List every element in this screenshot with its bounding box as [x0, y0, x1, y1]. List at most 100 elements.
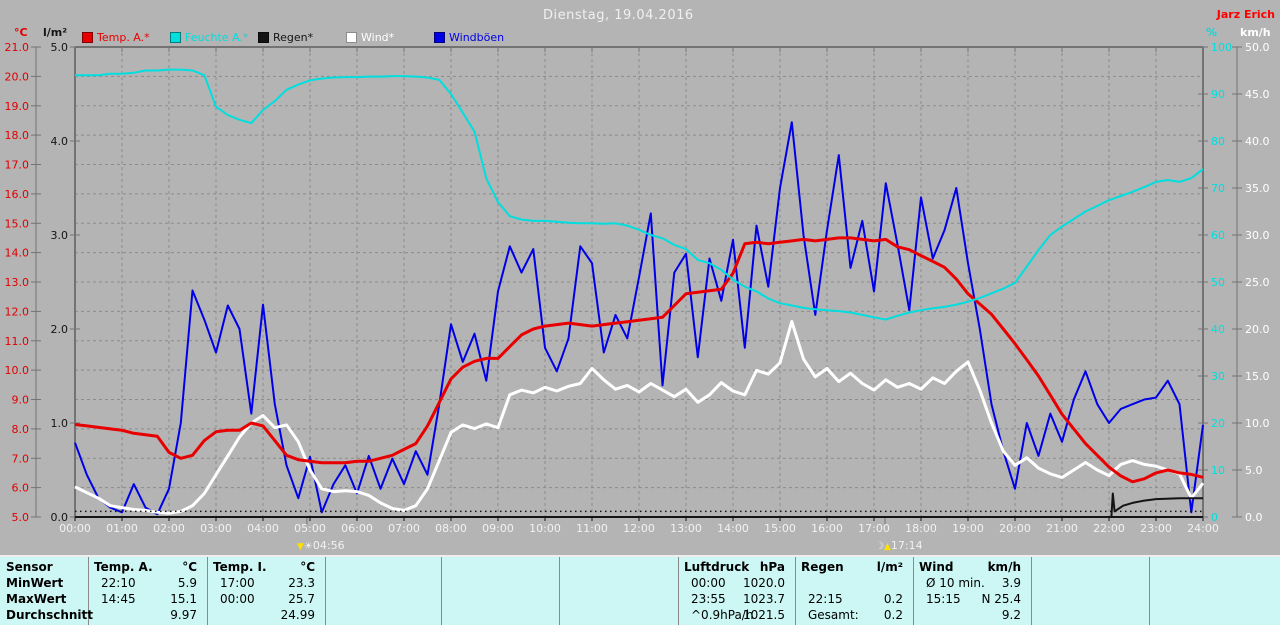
x-tick-label: 17:00: [858, 522, 890, 535]
legend-swatch-icon: [82, 32, 93, 43]
page-title: Dienstag, 19.04.2016: [543, 8, 694, 23]
svg-text:20.0: 20.0: [5, 70, 30, 83]
svg-text:20: 20: [1211, 417, 1225, 430]
x-tick-label: 18:00: [905, 522, 937, 535]
table-cell-value: 5.9: [177, 576, 197, 590]
x-tick-label: 05:00: [294, 522, 326, 535]
x-tick-label: 09:00: [482, 522, 514, 535]
legend-swatch-icon: [346, 32, 357, 43]
table-cell-value: 24.99: [280, 608, 315, 622]
table-cell-value: 1021.5: [743, 608, 785, 622]
table-col-name: Wind: [919, 560, 954, 574]
svg-text:70: 70: [1211, 182, 1225, 195]
table-cell-value: 3.9: [1001, 576, 1021, 590]
table-cell-value: 9.2: [1001, 608, 1021, 622]
table-cell-time: ^0.9hPa/h: [691, 608, 754, 622]
table-row-label: Sensor: [6, 560, 53, 574]
table-cell-value: 23.3: [288, 576, 315, 590]
table-row-label: MaxWert: [6, 592, 67, 606]
x-tick-label: 04:00: [247, 522, 279, 535]
svg-text:18.0: 18.0: [5, 129, 30, 142]
right-humidity-axis-unit: %: [1206, 26, 1218, 39]
table-cell-value: 1020.0: [743, 576, 785, 590]
svg-text:45.0: 45.0: [1245, 88, 1270, 101]
x-tick-label: 23:00: [1140, 522, 1172, 535]
table-separator: [1149, 557, 1150, 625]
table-cell-time: 00:00: [220, 592, 255, 606]
table-separator: [559, 557, 560, 625]
table-separator: [441, 557, 442, 625]
table-cell-value: 25.7: [288, 592, 315, 606]
svg-text:6.0: 6.0: [12, 482, 30, 495]
svg-text:0.0: 0.0: [1245, 511, 1263, 524]
legend-item: Windböen: [434, 31, 522, 44]
sunset-marker: ☽▲17:14: [875, 539, 923, 552]
svg-text:19.0: 19.0: [5, 100, 30, 113]
table-cell-time: Gesamt:: [808, 608, 859, 622]
series-feuchte-a-: [75, 68, 1204, 321]
series-regen: [75, 492, 1203, 518]
svg-text:13.0: 13.0: [5, 276, 30, 289]
svg-text:1.0: 1.0: [51, 417, 69, 430]
sunrise-time: 04:56: [312, 539, 345, 552]
table-separator: [913, 557, 914, 625]
x-tick-label: 13:00: [670, 522, 702, 535]
x-tick-label: 16:00: [811, 522, 843, 535]
svg-text:3.0: 3.0: [51, 229, 69, 242]
table-cell-time: 17:00: [220, 576, 255, 590]
svg-text:20.0: 20.0: [1245, 323, 1270, 336]
svg-text:60: 60: [1211, 229, 1225, 242]
table-row-label: MinWert: [6, 576, 64, 590]
svg-text:0: 0: [1211, 511, 1218, 524]
svg-text:2.0: 2.0: [51, 323, 69, 336]
temp-axis: 21.0 20.0 19.0 18.0 17.0 16.0 15.0 14.0 13.0 12.0…: [5, 41, 41, 524]
svg-text:5.0: 5.0: [51, 41, 69, 54]
left-rain-axis-unit: l/m²: [43, 26, 68, 39]
table-separator: [795, 557, 796, 625]
moon-icon: ☽: [875, 541, 884, 552]
legend-swatch-icon: [258, 32, 269, 43]
svg-text:14.0: 14.0: [5, 247, 30, 260]
stats-table: Sensor MinWert MaxWert Durchschnitt Temp. A.…: [0, 555, 1280, 625]
table-col-unit: °C: [300, 560, 315, 574]
svg-text:16.0: 16.0: [5, 188, 30, 201]
table-separator: [1031, 557, 1032, 625]
sunset-arrow-up-icon: ▲: [883, 542, 891, 552]
left-temp-axis-unit: °C: [14, 26, 28, 39]
table-col-unit: °C: [182, 560, 197, 574]
sun-icon: ☀: [303, 541, 313, 552]
legend-swatch-icon: [434, 32, 445, 43]
table-cell-value: 9.97: [170, 608, 197, 622]
x-tick-label: 07:00: [388, 522, 420, 535]
svg-text:100: 100: [1211, 41, 1232, 54]
wind-axis: 50.0 45.0 40.0 35.0 30.0 25.0 20.0 15.0 10.0 5.0 0…: [1232, 41, 1270, 524]
x-tick-label: 11:00: [576, 522, 608, 535]
table-cell-value: 1023.7: [743, 592, 785, 606]
x-tick-label: 21:00: [1046, 522, 1078, 535]
table-separator: [88, 557, 89, 625]
legend-label: Windböen: [449, 31, 505, 44]
table-col-name: Temp. I.: [213, 560, 267, 574]
x-tick-label: 10:00: [529, 522, 561, 535]
legend-item: Regen*: [258, 31, 346, 44]
svg-text:0.0: 0.0: [51, 511, 69, 524]
legend-item: Feuchte A.*: [170, 31, 258, 44]
table-cell-time: 14:45: [101, 592, 136, 606]
legend-item: Temp. A.*: [82, 31, 170, 44]
weather-chart[interactable]: 21.0 20.0 19.0 18.0 17.0 16.0 15.0 14.0 13.0 12.0…: [0, 0, 1280, 555]
svg-text:15.0: 15.0: [1245, 370, 1270, 383]
x-tick-label: 20:00: [999, 522, 1031, 535]
table-separator: [678, 557, 679, 625]
table-cell-time: 22:10: [101, 576, 136, 590]
svg-text:21.0: 21.0: [5, 41, 30, 54]
x-tick-label: 19:00: [952, 522, 984, 535]
x-tick-label: 15:00: [764, 522, 796, 535]
table-cell-time: 23:55: [691, 592, 726, 606]
table-cell-time: Ø 10 min.: [926, 576, 985, 590]
legend-label: Wind*: [361, 31, 395, 44]
legend-label: Regen*: [273, 31, 314, 44]
svg-text:50.0: 50.0: [1245, 41, 1270, 54]
table-separator: [207, 557, 208, 625]
legend-label: Feuchte A.*: [185, 31, 249, 44]
